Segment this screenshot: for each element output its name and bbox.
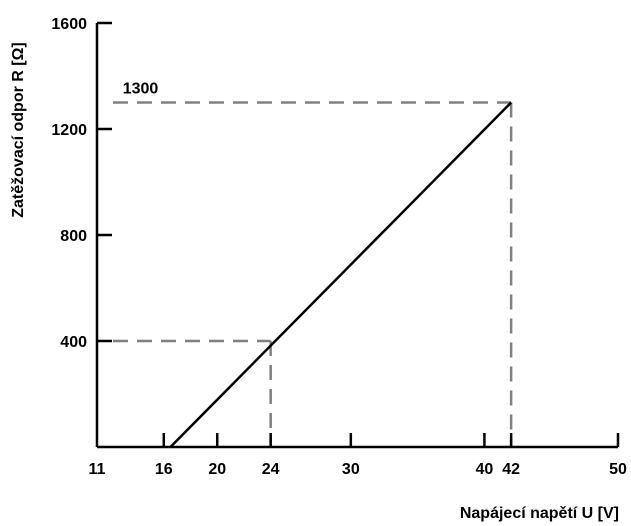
- y-tick-label-1200: 1200: [51, 122, 87, 139]
- y-tick-label-1600: 1600: [51, 16, 87, 33]
- x-tick-label-40: 40: [476, 461, 494, 478]
- x-tick-label-11: 11: [89, 461, 106, 478]
- x-tick-label-30: 30: [342, 461, 360, 478]
- series-layer: [169, 101, 513, 448]
- series-line-0: [169, 101, 513, 448]
- y-axis-title: Zatěžovací odpor R [Ω]: [10, 42, 27, 218]
- x-tick-label-50: 50: [609, 461, 627, 478]
- y-tick-label-400: 400: [60, 334, 87, 351]
- tick-labels: 11 16 20 24 30 40 42 50 400 800 1200 1600: [51, 16, 627, 478]
- annotations: 1300: [123, 81, 159, 98]
- x-tick-label-42: 42: [502, 461, 520, 478]
- axes: [95, 21, 620, 449]
- x-tick-label-16: 16: [155, 461, 173, 478]
- x-axis-title: Napájecí napětí U [V]: [460, 505, 619, 522]
- reference-lines: [113, 101, 513, 447]
- y-tick-label-800: 800: [60, 228, 87, 245]
- annotation-0: 1300: [123, 81, 159, 98]
- x-tick-label-24: 24: [262, 461, 280, 478]
- x-tick-label-20: 20: [208, 461, 226, 478]
